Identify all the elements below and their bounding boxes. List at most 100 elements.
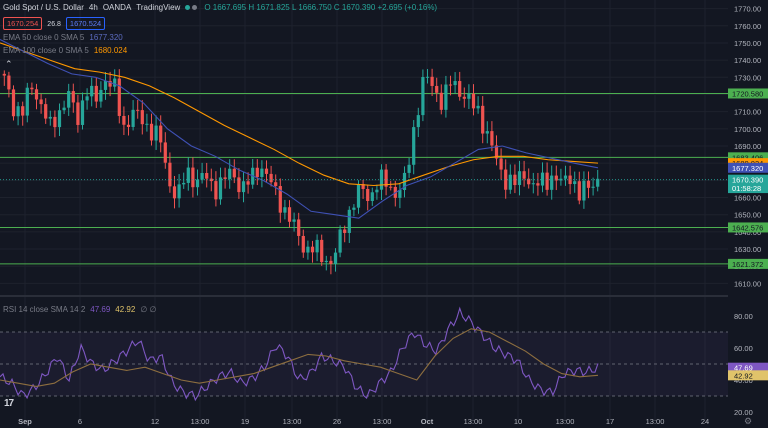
ema50-value: 1677.320	[89, 33, 123, 42]
candle-body	[21, 106, 25, 116]
candle-body	[241, 181, 246, 193]
candle-body	[145, 123, 149, 125]
candle-body	[306, 246, 310, 253]
candle-body	[366, 188, 370, 201]
level-price-tag-text: 1720.580	[732, 89, 763, 98]
candle-body	[481, 105, 485, 134]
candle-body	[237, 177, 241, 193]
candle-body	[131, 109, 135, 127]
interval-label[interactable]: 4h	[88, 3, 98, 12]
buy-price-button[interactable]: 1670.524	[65, 17, 106, 30]
tradingview-logo-icon[interactable]: 17	[4, 398, 14, 409]
time-tick-label: 19	[241, 417, 249, 426]
rsi-legend[interactable]: RSI 14 close SMA 14 2 47.69 42.92 ∅ ∅	[3, 305, 162, 314]
candle-body	[421, 77, 425, 116]
candle-body	[62, 107, 66, 111]
moving-averages	[0, 39, 599, 219]
candle-body	[172, 186, 177, 199]
ohlc-values: O 1667.695 H 1671.825 L 1666.750 C 1670.…	[204, 3, 438, 12]
candle-body	[76, 102, 80, 125]
candle-body	[554, 175, 558, 181]
candle-body	[458, 81, 462, 97]
ema50-legend[interactable]: EMA 50 close 0 SMA 5 1677.320	[3, 33, 128, 42]
rsi-label: RSI 14 close SMA 14 2	[3, 305, 86, 314]
candle-body	[361, 184, 365, 189]
candle-body	[550, 175, 554, 190]
rsi-sma-line	[0, 328, 599, 387]
time-tick-label: 13:00	[556, 417, 575, 426]
candle-body	[527, 178, 531, 185]
sell-price-button[interactable]: 1670.254	[3, 17, 43, 30]
candle-body	[531, 183, 535, 185]
candle-body	[591, 186, 595, 188]
candle-body	[596, 178, 600, 187]
candle-body	[320, 239, 324, 263]
candle-body	[16, 106, 20, 117]
candle-body	[34, 89, 39, 100]
candle-body	[416, 115, 420, 128]
candle-body	[462, 96, 466, 99]
candle-body	[90, 85, 94, 97]
candle-body	[94, 85, 98, 102]
candle-body	[448, 84, 453, 86]
candle-body	[343, 229, 347, 233]
ema50-label: EMA 50 close 0 SMA 5	[3, 33, 85, 42]
collapse-legend-icon[interactable]: ⌃	[5, 59, 13, 69]
level-price-tag	[728, 152, 768, 163]
candle-body	[412, 127, 416, 165]
candle-body	[356, 184, 361, 208]
price-tick-label: 1690.00	[734, 142, 761, 151]
candle-body	[444, 84, 448, 110]
rsi-value-tag-text: 42.92	[734, 371, 753, 380]
price-tick-label: 1760.00	[734, 22, 761, 31]
time-tick-label: 13:00	[283, 417, 302, 426]
ema100-legend[interactable]: EMA 100 close 0 SMA 5 1680.024	[3, 46, 132, 55]
level-price-tag-text: 1642.576	[732, 223, 763, 232]
bid-ask-row: 1670.254 26.8 1670.524	[3, 17, 110, 30]
candle-body	[117, 78, 121, 116]
rsi-bands	[0, 331, 728, 397]
candle-body	[508, 174, 512, 190]
candle-body	[209, 178, 213, 182]
broker-label: OANDA	[102, 3, 132, 12]
rsi-line	[0, 306, 599, 402]
candle-body	[228, 168, 232, 179]
candle-body	[191, 167, 195, 188]
time-axis[interactable]: Sep 6 12 13:00 19 13:00 26 13:00 Oct 13:00 10 13:00…	[18, 416, 752, 426]
candle-body	[297, 219, 301, 236]
price-tick-label: 1710.00	[734, 108, 761, 117]
candle-body	[545, 172, 549, 190]
time-tick-label: 26	[333, 417, 341, 426]
candle-body	[522, 171, 526, 179]
candle-body	[99, 89, 103, 102]
candle-body	[57, 110, 62, 128]
price-tag	[728, 183, 768, 194]
candle-body	[384, 169, 388, 187]
price-tick-label: 1610.00	[734, 279, 761, 288]
candle-body	[338, 229, 342, 253]
candle-body	[278, 186, 282, 213]
candle-body	[439, 92, 443, 110]
candle-body	[149, 123, 154, 141]
candle-body	[126, 124, 131, 127]
candle-body	[499, 158, 503, 170]
candle-body	[177, 184, 181, 199]
candle-body	[80, 100, 85, 125]
candle-body	[200, 173, 204, 180]
horizontal-levels[interactable]	[0, 92, 728, 265]
candle-body	[39, 99, 43, 105]
price-tick-label: 1660.00	[734, 194, 761, 203]
candle-body	[370, 192, 374, 201]
candle-body	[122, 115, 126, 125]
ema100-label: EMA 100 close 0 SMA 5	[3, 46, 89, 55]
time-tick-label: 13:00	[373, 417, 392, 426]
time-tick-label: 12	[151, 417, 159, 426]
candle-body	[2, 73, 6, 76]
spread-label: 26.8	[47, 21, 61, 28]
market-open-icon	[185, 3, 199, 12]
candle-body	[136, 109, 140, 111]
candle-body	[7, 75, 11, 90]
symbol-title[interactable]: Gold Spot / U.S. Dollar	[3, 3, 84, 12]
candle-body	[425, 76, 430, 78]
